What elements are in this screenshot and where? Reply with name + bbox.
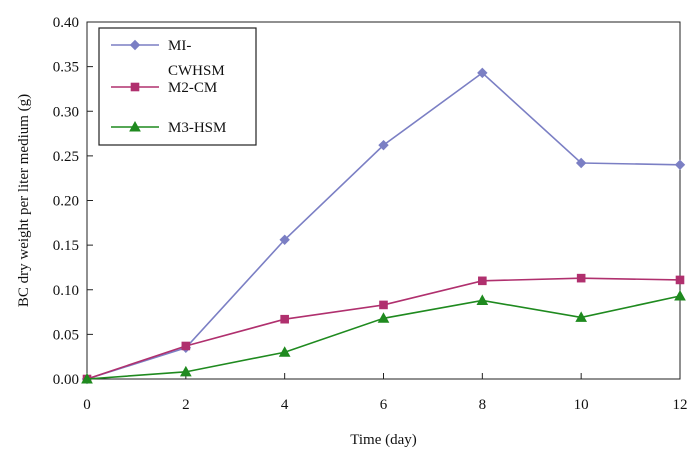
legend-swatch-marker — [129, 39, 141, 51]
data-point — [278, 346, 291, 357]
data-point — [476, 294, 489, 305]
data-point — [478, 276, 487, 286]
data-point — [378, 139, 389, 151]
data-point — [81, 372, 93, 384]
data-point — [477, 67, 488, 79]
legend-label-1: M2-CM — [168, 80, 217, 96]
y-tick-label: 0.35 — [53, 60, 79, 76]
data-point — [675, 275, 685, 285]
x-tick-label: 12 — [673, 397, 687, 413]
x-tick-label: 6 — [380, 397, 388, 413]
data-point — [377, 312, 390, 323]
data-point — [575, 157, 587, 169]
data-point — [179, 365, 192, 377]
legend-label-0: MI-CWHSM — [168, 38, 225, 79]
data-point — [379, 300, 388, 310]
series-line-1 — [86, 277, 681, 380]
x-axis-title: Time (day) — [350, 432, 417, 448]
legend-swatch-marker — [130, 82, 140, 92]
x-tick-label: 8 — [479, 397, 487, 413]
y-tick-label: 0.20 — [53, 194, 79, 210]
y-tick-label: 0.40 — [53, 15, 79, 31]
legend-swatch-marker — [129, 120, 141, 132]
y-tick-label: 0.10 — [53, 283, 79, 299]
x-tick-label: 0 — [83, 397, 91, 413]
data-point — [674, 289, 686, 301]
data-point — [280, 314, 289, 324]
x-tick-label: 4 — [281, 397, 289, 413]
x-tick-label: 2 — [182, 397, 190, 413]
y-tick-label: 0.00 — [53, 372, 79, 388]
axes: 0.00 0.05 0.10 0.15 0.20 0.25 0.30 0.35 0.40 0 2 4 6… — [53, 15, 687, 413]
y-tick-label: 0.30 — [53, 104, 79, 120]
data-point — [181, 341, 191, 351]
y-tick-label: 0.05 — [53, 327, 79, 343]
data-point — [279, 234, 290, 245]
y-tick-label: 0.25 — [53, 149, 79, 165]
y-tick-label: 0.15 — [53, 238, 79, 254]
y-axis-title: BC dry weight per liter medium (g) — [16, 94, 32, 307]
x-tick-label: 10 — [574, 397, 589, 413]
data-point — [674, 159, 686, 171]
data-point — [575, 311, 588, 322]
data-point — [576, 273, 586, 283]
legend-label-2: M3-HSM — [168, 120, 226, 136]
series-lines — [81, 67, 686, 385]
